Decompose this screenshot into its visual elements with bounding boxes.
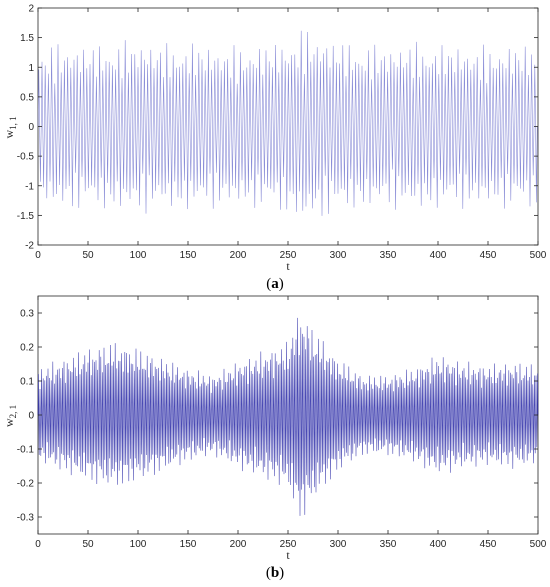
x-tick-label: 100 bbox=[130, 250, 147, 261]
y-axis-label-a: w1, 1 bbox=[2, 116, 18, 138]
x-axis-label-b: t bbox=[286, 548, 290, 562]
x-tick-label: 100 bbox=[130, 539, 147, 550]
x-tick-label: 450 bbox=[480, 539, 497, 550]
signal-line bbox=[37, 30, 538, 216]
x-axis-ticks-b: 0 50 100 150 200 250 300 350 400 450 500 bbox=[35, 296, 547, 550]
x-tick-label: 0 bbox=[35, 539, 41, 550]
x-tick-label: 250 bbox=[280, 250, 297, 261]
y-tick-label: 0 bbox=[28, 122, 34, 133]
y-tick-label: -0.5 bbox=[17, 152, 35, 163]
x-tick-label: 400 bbox=[430, 539, 447, 550]
signal-line bbox=[37, 317, 539, 516]
x-tick-label: 300 bbox=[330, 250, 347, 261]
x-tick-label: 500 bbox=[530, 250, 547, 261]
y-axis-ticks-b: -0.3 -0.2 -0.1 0 0.1 0.2 0.3 bbox=[17, 309, 538, 524]
y-tick-label: -1.5 bbox=[17, 211, 35, 222]
y-tick-label: 0.2 bbox=[20, 343, 34, 354]
y-tick-label: 0.1 bbox=[20, 377, 34, 388]
x-tick-label: 200 bbox=[230, 539, 247, 550]
y-axis-label-b: w2, 1 bbox=[2, 405, 18, 427]
y-axis-label-sub-b: 2, 1 bbox=[8, 405, 18, 419]
panel-label-a-letter: a bbox=[271, 276, 279, 292]
chart-panel-b: 0 50 100 150 200 250 300 350 400 450 500 -0.3-0.2-… bbox=[2, 295, 547, 581]
y-tick-label: -0.1 bbox=[17, 445, 35, 456]
y-tick-label: 0.3 bbox=[20, 309, 34, 320]
panel-label-a: (a) bbox=[266, 276, 284, 292]
x-tick-label: 400 bbox=[430, 250, 447, 261]
x-tick-label: 150 bbox=[180, 539, 197, 550]
x-tick-label: 350 bbox=[380, 539, 397, 550]
panel-label-b-letter: b bbox=[271, 565, 279, 581]
y-tick-label: 1 bbox=[28, 63, 34, 74]
y-tick-label: 0.5 bbox=[20, 92, 34, 103]
y-tick-label: -1 bbox=[25, 181, 34, 192]
x-tick-label: 50 bbox=[82, 250, 94, 261]
panel-label-b: (b) bbox=[266, 565, 284, 581]
x-tick-label: 0 bbox=[35, 250, 41, 261]
y-tick-label: 0 bbox=[28, 411, 34, 422]
x-tick-label: 200 bbox=[230, 250, 247, 261]
chart-panel-a: 0 50 100 150 200 250 300 350 400 450 500 -2-1.5-1-… bbox=[2, 4, 547, 293]
y-axis-ticks-a: -2 -1.5 -1 -0.5 0 0.5 1 1.5 2 bbox=[17, 4, 538, 252]
x-tick-label: 150 bbox=[180, 250, 197, 261]
x-tick-label: 350 bbox=[380, 250, 397, 261]
x-tick-label: 50 bbox=[82, 539, 94, 550]
y-axis-label-main-b: w bbox=[2, 418, 16, 427]
signal-series-a bbox=[37, 30, 538, 216]
x-tick-label: 250 bbox=[280, 539, 297, 550]
y-tick-label: 1.5 bbox=[20, 33, 34, 44]
y-tick-label: -0.2 bbox=[17, 479, 35, 490]
x-axis-ticks-a: 0 50 100 150 200 250 300 350 400 450 500 bbox=[35, 8, 547, 261]
y-tick-label: -0.3 bbox=[17, 513, 35, 524]
y-tick-label: 2 bbox=[28, 4, 34, 15]
y-axis-label-main-a: w bbox=[2, 130, 16, 139]
x-tick-label: 500 bbox=[530, 539, 547, 550]
y-tick-label: -2 bbox=[25, 241, 34, 252]
x-tick-label: 450 bbox=[480, 250, 497, 261]
signal-series-b bbox=[37, 317, 539, 516]
x-tick-label: 300 bbox=[330, 539, 347, 550]
x-axis-label-a: t bbox=[286, 259, 290, 273]
y-axis-label-sub-a: 1, 1 bbox=[8, 116, 18, 130]
